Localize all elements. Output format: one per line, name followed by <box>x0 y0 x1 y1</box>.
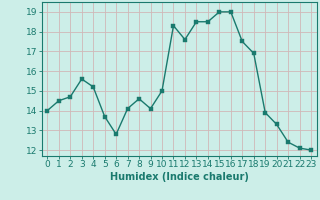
X-axis label: Humidex (Indice chaleur): Humidex (Indice chaleur) <box>110 172 249 182</box>
